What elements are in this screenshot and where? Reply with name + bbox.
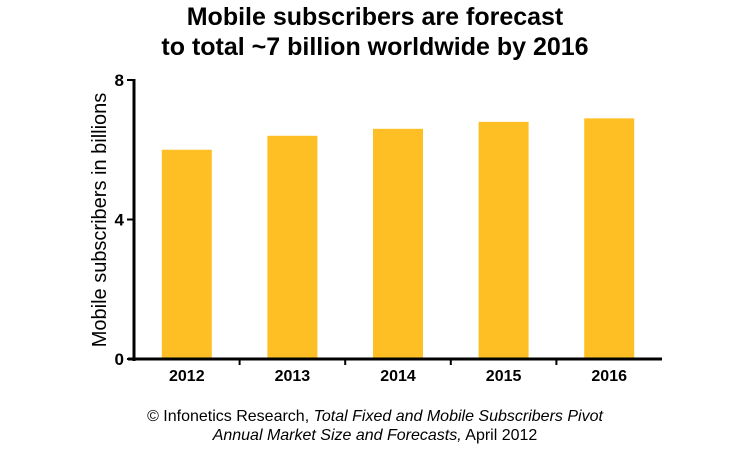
y-axis-label: Mobile subscribers in billions: [89, 93, 111, 348]
bar-2014: [373, 128, 423, 359]
source-title-2: Annual Market Size and Forecasts,: [212, 427, 462, 444]
bar-2013: [267, 135, 318, 359]
source-note: © Infonetics Research, Total Fixed and M…: [0, 407, 750, 445]
bar-2015: [478, 121, 529, 359]
bar-2012: [161, 149, 212, 359]
y-tick-label: 0: [115, 350, 124, 369]
source-title-1: Total Fixed and Mobile Subscribers Pivot: [313, 408, 603, 425]
source-suffix: April 2012: [461, 427, 538, 444]
y-tick-label: 4: [115, 211, 125, 230]
chart-title: Mobile subscribers are forecast to total…: [0, 2, 750, 62]
x-tick-label: 2013: [275, 368, 311, 385]
x-tick-label: 2014: [380, 368, 416, 385]
x-tick-label: 2016: [591, 368, 627, 385]
bar-2016: [584, 118, 635, 359]
y-tick-label: 8: [115, 71, 124, 90]
chart-title-line-1: Mobile subscribers are forecast: [186, 3, 564, 31]
x-tick-label: 2015: [486, 368, 522, 385]
source-prefix: © Infonetics Research,: [147, 408, 314, 425]
chart-title-line-2: to total ~7 billion worldwide by 2016: [161, 33, 589, 61]
x-tick-label: 2012: [169, 368, 205, 385]
